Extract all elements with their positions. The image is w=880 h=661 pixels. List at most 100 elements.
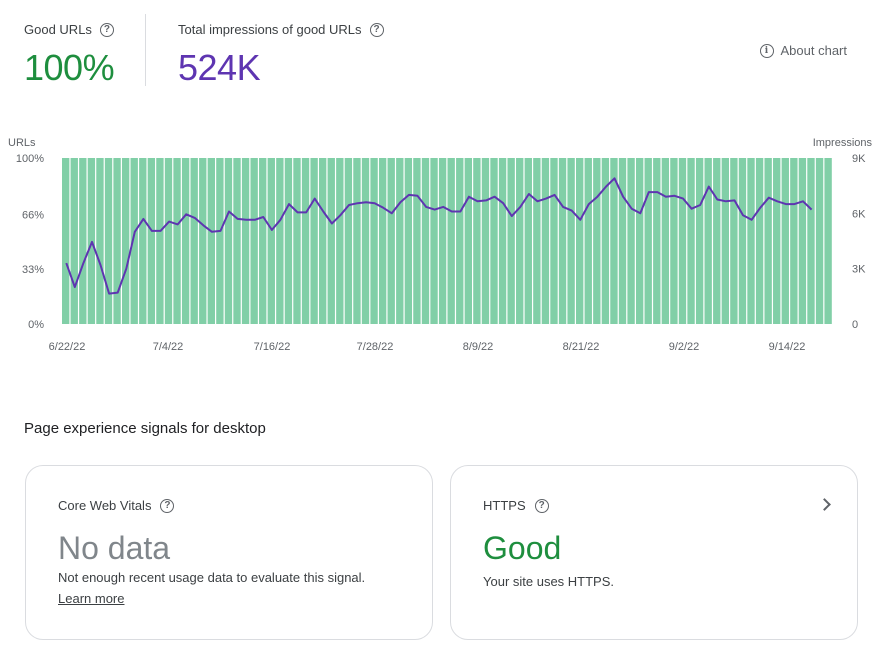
good-urls-bar xyxy=(593,158,601,324)
card-description: Not enough recent usage data to evaluate… xyxy=(58,570,366,585)
good-urls-bar xyxy=(704,158,712,324)
x-tick-label: 8/9/22 xyxy=(463,341,494,353)
good-urls-bar xyxy=(156,158,164,324)
good-urls-bar xyxy=(721,158,729,324)
good-urls-bar xyxy=(661,158,670,324)
good-urls-bar xyxy=(687,158,695,324)
good-urls-bar xyxy=(96,158,104,324)
x-tick-label: 9/14/22 xyxy=(769,341,806,353)
good-urls-bar xyxy=(87,158,96,324)
x-tick-label: 8/21/22 xyxy=(563,341,600,353)
good-urls-bar xyxy=(190,158,198,324)
good-urls-bar xyxy=(344,158,353,324)
good-urls-bar xyxy=(798,158,807,324)
good-urls-bar xyxy=(233,158,241,324)
card-title: Core Web Vitals xyxy=(58,498,152,513)
y-left-tick-label: 33% xyxy=(22,264,44,276)
good-urls-bar xyxy=(464,158,472,324)
impressions-label: Total impressions of good URLs xyxy=(178,22,362,37)
good-urls-bar xyxy=(490,158,498,324)
about-chart-label: About chart xyxy=(780,43,848,58)
help-icon[interactable]: ? xyxy=(369,22,384,37)
good-urls-bar xyxy=(695,158,704,324)
metric-divider xyxy=(145,14,146,86)
x-tick-label: 9/2/22 xyxy=(669,341,700,353)
good-urls-bar xyxy=(610,158,618,324)
good-urls-bar xyxy=(438,158,447,324)
good-urls-bar xyxy=(293,158,301,324)
y-left-tick-label: 100% xyxy=(16,153,44,165)
impressions-value: 524K xyxy=(178,47,261,88)
y-right-tick-label: 0 xyxy=(852,319,858,331)
x-tick-label: 7/4/22 xyxy=(153,341,184,353)
impressions-line xyxy=(65,177,813,295)
good-urls-bar xyxy=(781,158,789,324)
good-urls-bar xyxy=(70,158,78,324)
about-chart-button[interactable]: i About chart xyxy=(759,43,848,58)
card-status: Good xyxy=(483,530,562,566)
good-urls-bar xyxy=(353,158,361,324)
good-urls-bar xyxy=(653,158,661,324)
y-right-tick-label: 9K xyxy=(852,153,866,165)
help-icon[interactable]: ? xyxy=(99,22,114,37)
good-urls-bar xyxy=(755,158,764,324)
good-urls-bar xyxy=(147,158,156,324)
x-tick-label: 7/28/22 xyxy=(357,341,394,353)
good-urls-bar xyxy=(267,158,275,324)
impressions-metric[interactable]: Total impressions of good URLs ? 524K xyxy=(178,22,384,89)
good-urls-bar xyxy=(481,158,490,324)
y-left-label: URLs xyxy=(8,137,36,149)
good-urls-value: 100% xyxy=(24,47,115,88)
good-urls-bar xyxy=(815,158,824,324)
good-urls-bar xyxy=(507,158,515,324)
good-urls-label: Good URLs xyxy=(24,22,92,37)
good-urls-bar xyxy=(447,158,455,324)
good-urls-bar xyxy=(207,158,215,324)
good-urls-bar xyxy=(327,158,335,324)
good-urls-bar xyxy=(618,158,627,324)
good-urls-bar xyxy=(456,158,464,324)
good-urls-bar xyxy=(301,158,310,324)
good-urls-bar xyxy=(601,158,610,324)
good-urls-bar xyxy=(121,158,130,324)
good-urls-bar xyxy=(524,158,532,324)
section-title: Page experience signals for desktop xyxy=(24,420,266,437)
good-urls-bar xyxy=(404,158,413,324)
good-urls-bar xyxy=(79,158,87,324)
good-urls-bar xyxy=(139,158,147,324)
good-urls-bar xyxy=(370,158,378,324)
good-urls-bar xyxy=(498,158,507,324)
good-urls-bar xyxy=(584,158,592,324)
chevron-right-icon[interactable] xyxy=(818,498,831,511)
good-urls-bar xyxy=(747,158,755,324)
y-right-tick-label: 3K xyxy=(852,264,866,276)
good-urls-bar xyxy=(627,158,635,324)
good-urls-bar xyxy=(430,158,438,324)
core-web-vitals-card: Core Web Vitals ? No data Not enough rec… xyxy=(25,465,433,640)
good-urls-bar xyxy=(541,158,550,324)
urls-impressions-chart[interactable]: URLs Impressions 100% 66% 33% 0% 9K 6K 3K 0 6/22… xyxy=(0,130,880,360)
good-urls-bar xyxy=(104,158,113,324)
card-description: Your site uses HTTPS. xyxy=(483,574,615,589)
info-icon: i xyxy=(759,43,774,58)
good-urls-bar xyxy=(558,158,567,324)
help-icon[interactable]: ? xyxy=(534,498,549,513)
good-urls-bar xyxy=(387,158,395,324)
good-urls-metric[interactable]: Good URLs ? 100% xyxy=(24,22,115,89)
good-urls-bar xyxy=(576,158,584,324)
good-urls-bar xyxy=(421,158,430,324)
good-urls-bar xyxy=(413,158,421,324)
good-urls-bar xyxy=(378,158,387,324)
good-urls-bar xyxy=(713,158,721,324)
good-urls-bar xyxy=(567,158,575,324)
help-icon[interactable]: ? xyxy=(160,498,175,513)
good-urls-bar xyxy=(361,158,370,324)
good-urls-bar xyxy=(276,158,284,324)
good-urls-bar xyxy=(764,158,772,324)
card-status: No data xyxy=(58,530,171,566)
x-tick-label: 7/16/22 xyxy=(254,341,291,353)
good-urls-bar xyxy=(533,158,541,324)
https-card[interactable]: HTTPS ? Good Your site uses HTTPS. xyxy=(450,465,858,640)
learn-more-link[interactable]: Learn more xyxy=(58,591,125,606)
y-right-label: Impressions xyxy=(813,137,873,149)
